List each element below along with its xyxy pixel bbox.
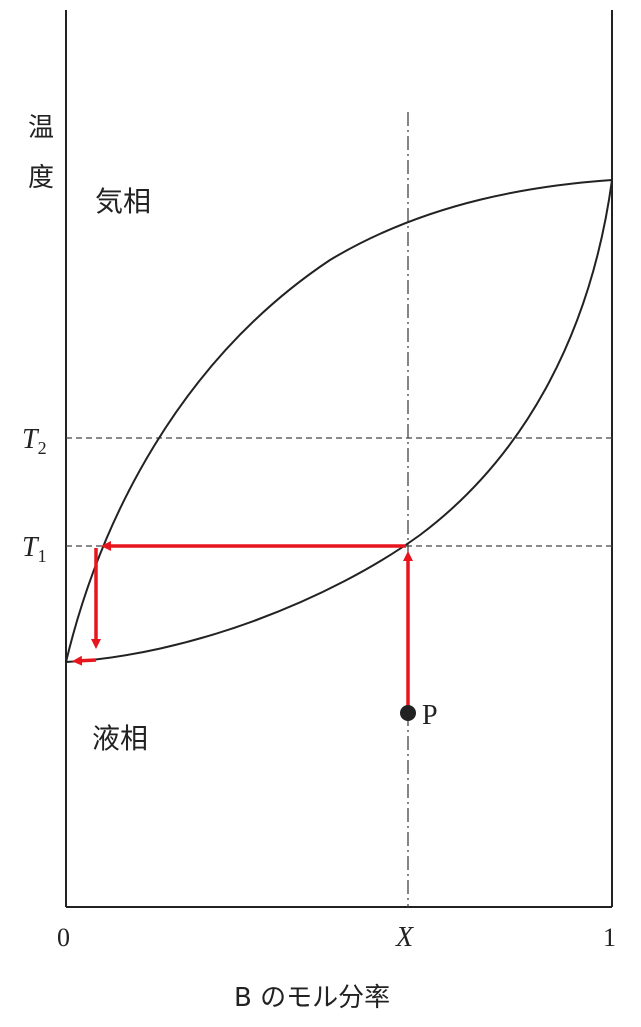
point-p-marker	[400, 705, 416, 721]
vapor-region-label: 気相	[95, 185, 151, 218]
t1-subscript: 1	[38, 546, 47, 566]
x-tick-x: X	[395, 922, 414, 953]
x-tick-1: 1	[603, 923, 616, 952]
t2-subscript: 2	[38, 438, 47, 458]
point-p-label: P	[422, 700, 438, 731]
arrow-left-to-origin	[72, 655, 97, 666]
boiling-point-curve	[65, 179, 613, 663]
x-tick-0: 0	[57, 923, 70, 952]
t2-label: T2	[22, 424, 47, 458]
t1-label: T1	[22, 532, 47, 566]
dew-point-curve	[65, 179, 613, 663]
y-axis-label-char-1: 温	[28, 113, 54, 143]
y-axis-label-char-2: 度	[28, 163, 54, 193]
x-axis-label: B のモル分率	[234, 983, 390, 1013]
liquid-region-label: 液相	[92, 722, 148, 755]
